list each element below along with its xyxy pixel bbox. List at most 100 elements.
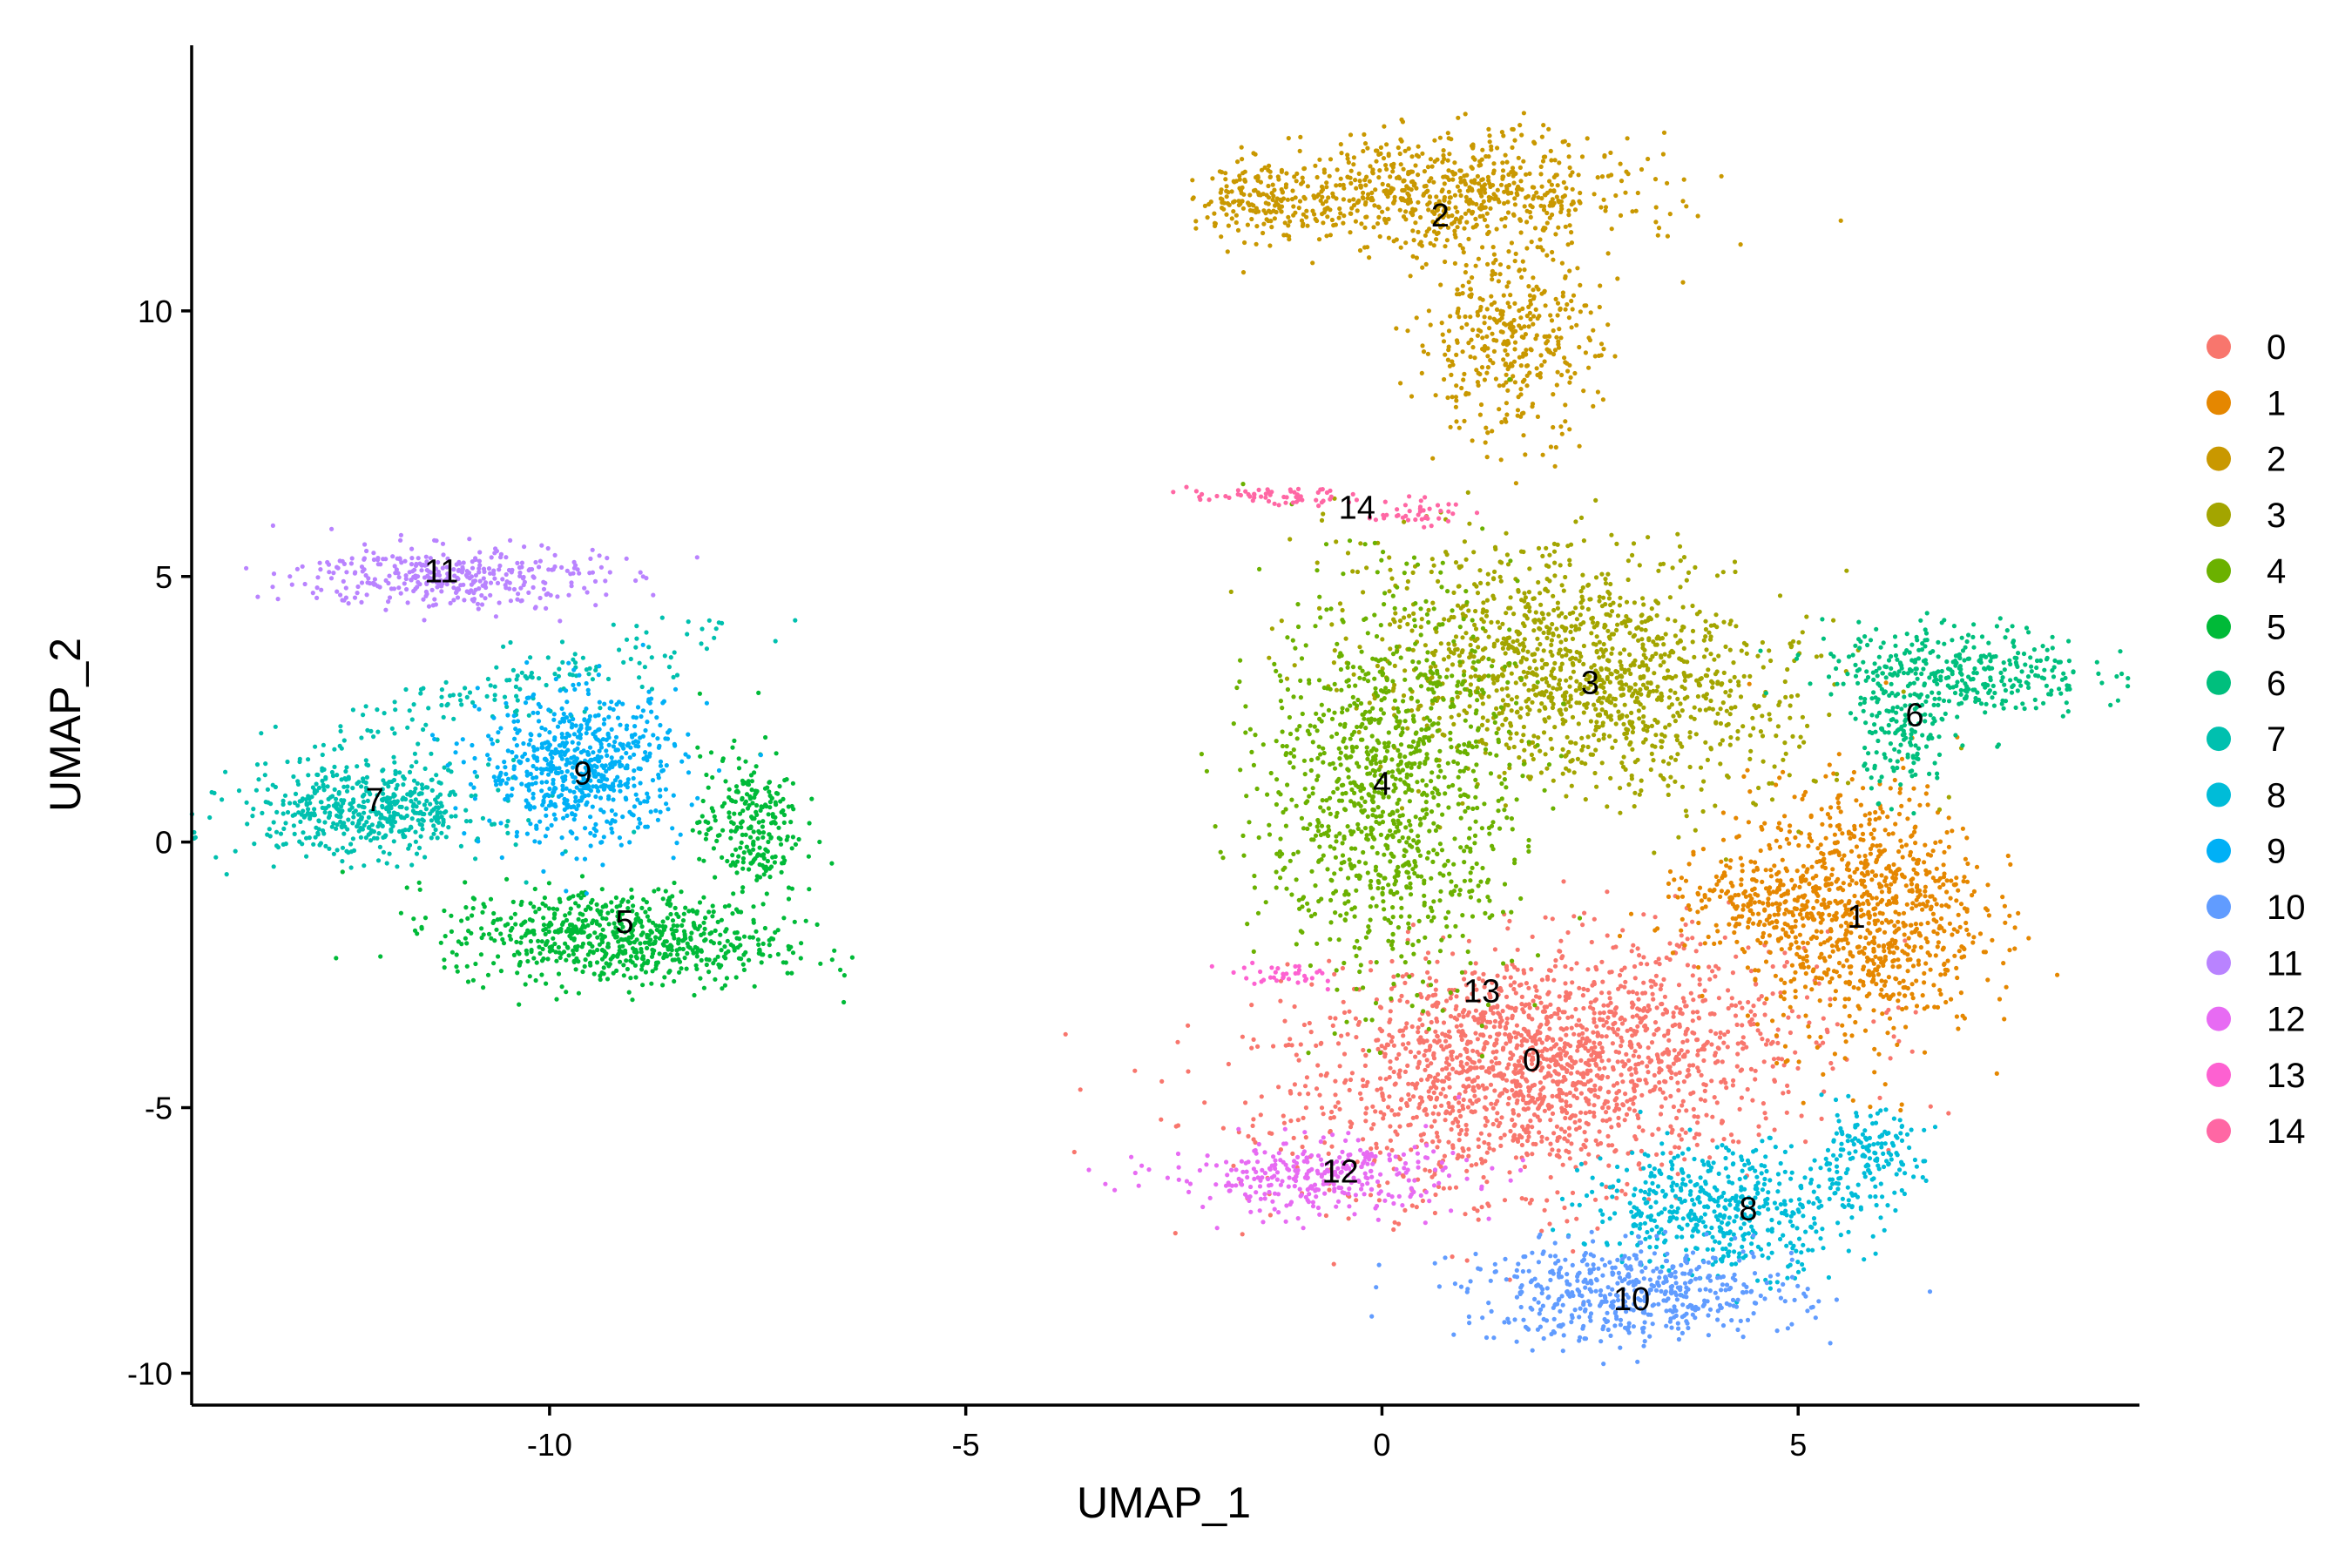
point: [1585, 1048, 1591, 1053]
point: [2002, 1017, 2007, 1022]
point: [1530, 404, 1535, 409]
point: [1899, 844, 1904, 849]
point: [1520, 647, 1526, 653]
point: [1420, 265, 1425, 270]
point: [1557, 1046, 1563, 1051]
point: [1443, 1118, 1448, 1123]
point: [1503, 717, 1508, 722]
point: [1260, 230, 1266, 236]
point: [1886, 975, 1891, 980]
point: [1484, 1150, 1490, 1155]
point: [1540, 159, 1546, 164]
point: [1769, 797, 1775, 802]
point: [1403, 1046, 1409, 1051]
point: [1071, 1149, 1077, 1155]
point: [1521, 351, 1526, 356]
point: [1565, 1015, 1571, 1020]
point: [1502, 1198, 1508, 1203]
point: [1728, 1132, 1734, 1138]
point: [1504, 964, 1509, 970]
point: [1512, 347, 1517, 352]
point: [1362, 225, 1368, 230]
point: [1716, 653, 1721, 659]
point: [1377, 233, 1382, 240]
point: [1550, 1093, 1555, 1098]
point: [1282, 220, 1288, 226]
point: [1695, 213, 1700, 219]
point: [1301, 166, 1308, 171]
point: [1764, 997, 1769, 1002]
point: [1761, 923, 1767, 928]
point: [1783, 933, 1789, 938]
point: [1551, 549, 1558, 554]
point: [1896, 1005, 1901, 1010]
point: [1526, 324, 1531, 329]
point: [1814, 1040, 1819, 1045]
point: [1817, 886, 1822, 891]
point: [1572, 370, 1578, 376]
point: [1584, 1138, 1589, 1143]
point: [1507, 1277, 1512, 1282]
point: [1469, 1163, 1474, 1168]
point: [1659, 1104, 1665, 1109]
point: [1760, 934, 1766, 940]
point: [1886, 832, 1891, 837]
point: [1397, 1157, 1402, 1162]
point: [1567, 427, 1572, 432]
point: [1671, 1014, 1676, 1019]
point: [1691, 997, 1696, 1003]
point: [1626, 1058, 1632, 1064]
point: [1559, 1109, 1565, 1114]
point: [1810, 915, 1815, 921]
point: [1569, 230, 1574, 235]
point: [1510, 334, 1515, 339]
point: [1782, 921, 1788, 926]
point: [1542, 1075, 1547, 1080]
point: [1391, 200, 1396, 206]
point: [1531, 314, 1537, 319]
point: [1814, 873, 1819, 879]
point: [1558, 938, 1564, 943]
point: [1746, 999, 1751, 1005]
point: [1703, 707, 1708, 713]
point: [1867, 811, 1872, 816]
point: [1606, 1163, 1612, 1168]
point: [1665, 233, 1670, 239]
point: [1828, 997, 1833, 1002]
point: [1456, 1100, 1462, 1105]
point: [1668, 1093, 1673, 1098]
point: [1677, 544, 1683, 549]
point: [1855, 944, 1860, 950]
point: [1544, 545, 1549, 551]
point: [1529, 752, 1534, 758]
point: [1922, 980, 1927, 985]
point: [1472, 1093, 1477, 1098]
point: [1477, 163, 1482, 168]
point: [1553, 444, 1558, 450]
point: [1728, 688, 1734, 693]
point: [1543, 303, 1548, 308]
point: [1868, 851, 1873, 856]
point: [1397, 625, 1402, 630]
point: [1363, 1052, 1369, 1058]
point: [1683, 922, 1688, 928]
point: [1446, 1100, 1451, 1106]
point: [1491, 641, 1497, 646]
point: [1922, 1006, 1927, 1011]
point: [1453, 1185, 1459, 1190]
point: [1604, 1110, 1609, 1115]
point: [1605, 628, 1611, 633]
point: [1724, 1085, 1729, 1091]
point: [1511, 612, 1517, 617]
point: [1405, 726, 1410, 731]
point: [1524, 363, 1530, 368]
point: [1494, 706, 1499, 712]
point: [1739, 1067, 1745, 1072]
point: [1250, 1123, 1255, 1128]
point: [1524, 220, 1530, 225]
point: [1342, 1010, 1348, 1015]
point: [1682, 1157, 1687, 1162]
point: [1419, 1078, 1424, 1083]
point: [1565, 1042, 1571, 1047]
point: [1762, 1001, 1767, 1006]
